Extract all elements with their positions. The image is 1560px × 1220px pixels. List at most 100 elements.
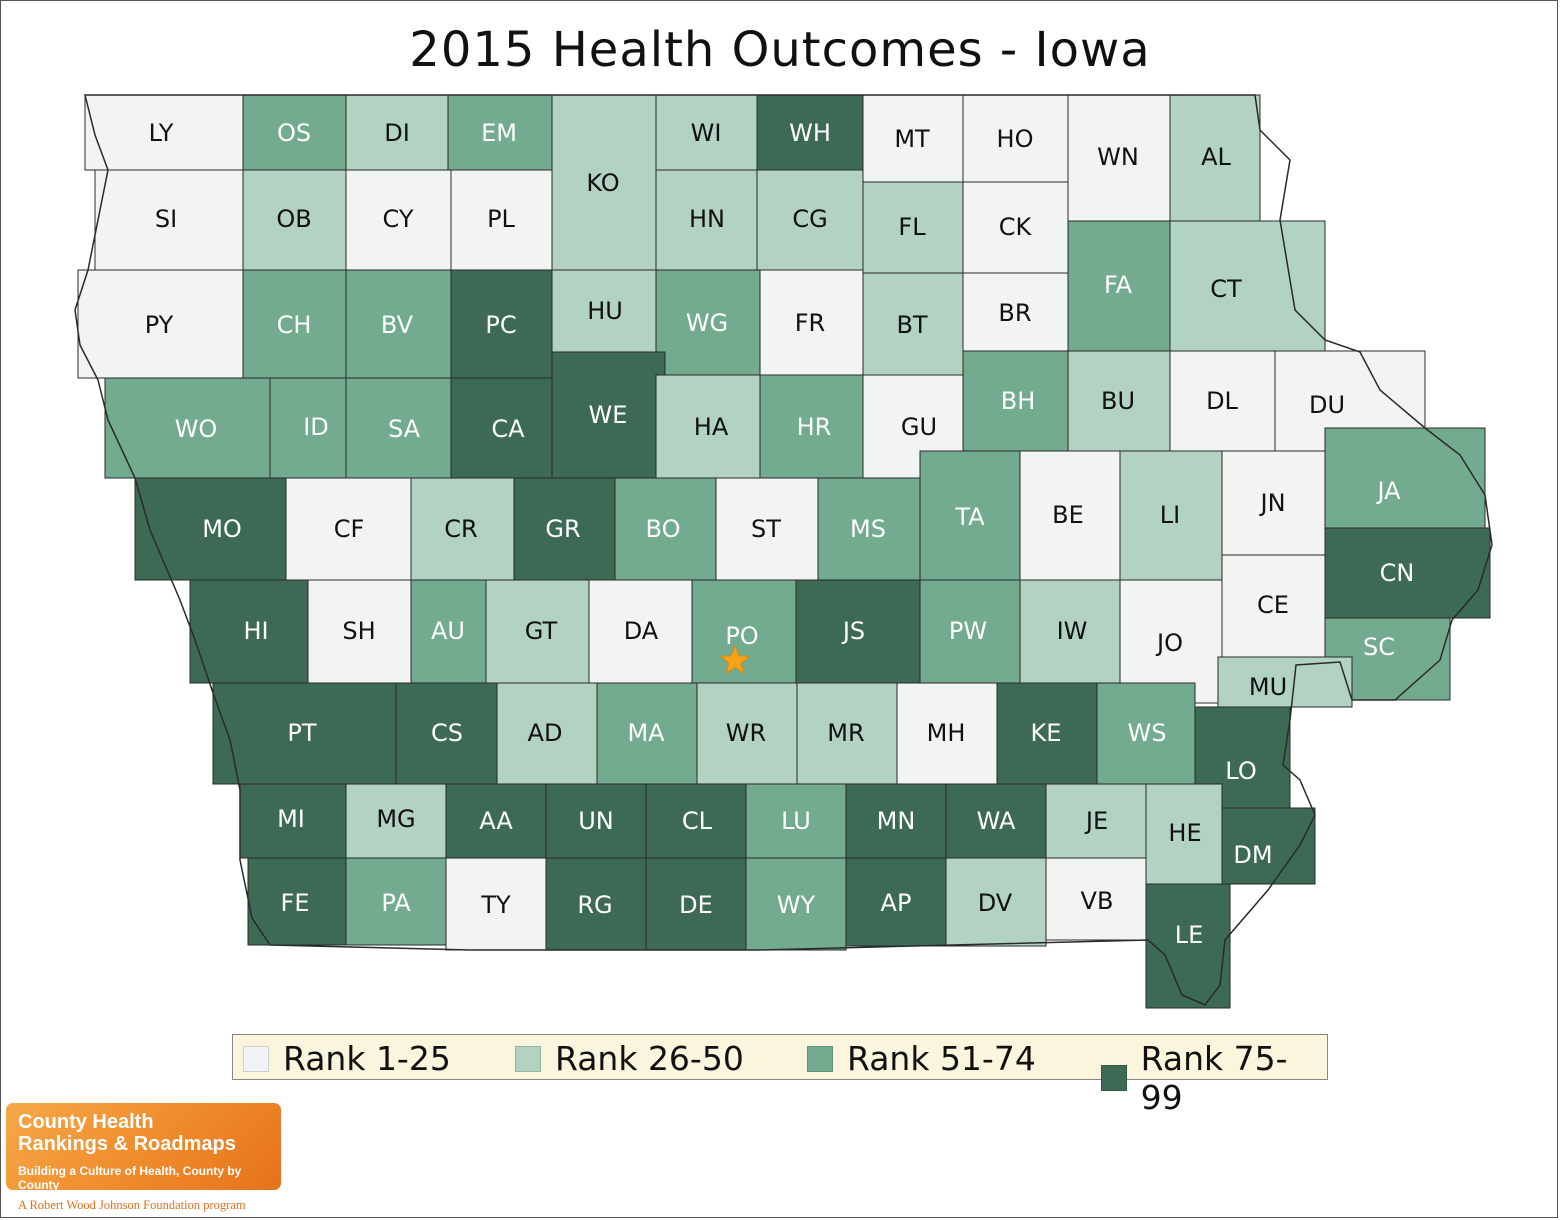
county-label-ha: HA [694,413,729,441]
county-ce [1221,554,1326,658]
county-bv [345,269,452,379]
county-hi [189,579,309,684]
county-label-mn: MN [877,807,916,835]
county-label-ck: CK [999,213,1033,241]
county-label-hu: HU [587,297,623,325]
county-label-si: SI [155,205,177,233]
legend-item-rank-51-74: Rank 51-74 [807,1039,1036,1078]
county-label-ta: TA [954,503,985,531]
county-label-lu: LU [781,807,811,835]
county-wa [945,783,1047,859]
county-de [645,857,747,951]
county-label-wy: WY [777,891,816,919]
county-label-ca: CA [491,415,525,443]
county-label-fr: FR [795,309,825,337]
county-label-bt: BT [896,311,927,339]
county-ct [1169,220,1326,352]
logo-tagline: Building a Culture of Health, County by … [18,1164,242,1192]
legend-label: Rank 26-50 [555,1039,744,1078]
county-cg [756,169,864,271]
county-label-cr: CR [444,515,477,543]
county-label-fl: FL [898,213,926,241]
legend-item-rank-1-25: Rank 1-25 [243,1039,451,1078]
county-hn [655,169,758,271]
county-li [1119,450,1223,581]
map-title: 2015 Health Outcomes - Iowa [409,22,1151,78]
county-label-id: ID [303,413,329,441]
county-gr [513,477,616,581]
county-label-po: PO [725,622,758,650]
county-ja [1324,427,1486,529]
county-label-ko: KO [586,169,619,197]
county-label-he: HE [1168,819,1201,847]
county-label-mr: MR [827,719,864,747]
county-ad [496,682,598,785]
county-rg [545,857,647,951]
legend-item-rank-26-50: Rank 26-50 [515,1039,744,1078]
county-label-pw: PW [949,617,987,645]
county-mr [796,682,898,785]
county-label-mt: MT [894,125,930,153]
county-label-be: BE [1052,501,1084,529]
county-label-de: DE [679,891,713,919]
county-label-ke: KE [1031,719,1062,747]
county-label-bo: BO [646,515,681,543]
county-label-sc: SC [1363,633,1395,661]
county-label-da: DA [624,617,659,645]
county-ap [845,857,947,947]
county-label-ap: AP [881,889,912,917]
county-label-mh: MH [927,719,966,747]
county-label-hn: HN [689,205,725,233]
county-label-wa: WA [977,807,1016,835]
county-label-ch: CH [277,311,312,339]
legend-swatch [515,1045,541,1072]
legend-label: Rank 51-74 [847,1039,1036,1078]
county-ch [242,269,347,379]
county-label-bh: BH [1001,387,1036,415]
county-label-wi: WI [691,119,722,147]
legend-swatch [1101,1065,1127,1091]
rwjf-credit: A Robert Wood Johnson Foundation program [18,1198,246,1212]
county-label-au: AU [431,617,465,645]
county-label-hr: HR [797,413,832,441]
county-ko [551,94,657,271]
county-cn [1324,527,1491,619]
county-ob [242,169,347,271]
county-label-iw: IW [1057,617,1088,645]
county-label-sa: SA [388,415,421,443]
county-pl [450,169,553,271]
county-label-cs: CS [431,719,463,747]
county-label-jn: JN [1258,489,1285,517]
legend-item-rank-75-99: Rank 75-99 [1101,1039,1327,1117]
county-label-os: OS [277,119,311,147]
legend-swatch [243,1045,269,1072]
county-label-rg: RG [577,891,612,919]
county-da [588,579,693,684]
county-label-un: UN [578,807,614,835]
county-hr [759,374,871,479]
county-py [77,269,244,379]
county-label-du: DU [1309,391,1345,419]
county-we [551,351,666,479]
county-label-cl: CL [682,807,713,835]
county-label-js: JS [841,617,865,645]
county-label-ws: WS [1128,719,1167,747]
county-br [962,272,1069,352]
county-em [447,94,553,171]
county-ly [84,94,244,171]
county-label-mi: MI [277,805,305,833]
county-label-li: LI [1160,501,1180,529]
county-cr [410,477,515,581]
county-ho [962,94,1069,183]
county-label-we: WE [589,401,628,429]
county-ta [919,450,1021,581]
legend-label: Rank 1-25 [283,1039,451,1078]
county-label-dm: DM [1233,841,1272,869]
county-vb [1045,857,1147,941]
county-dl [1169,350,1276,452]
county-label-pa: PA [381,889,411,917]
county-fe [247,857,347,946]
county-label-mo: MO [202,515,242,543]
county-label-py: PY [145,311,174,339]
county-cl [645,783,747,859]
